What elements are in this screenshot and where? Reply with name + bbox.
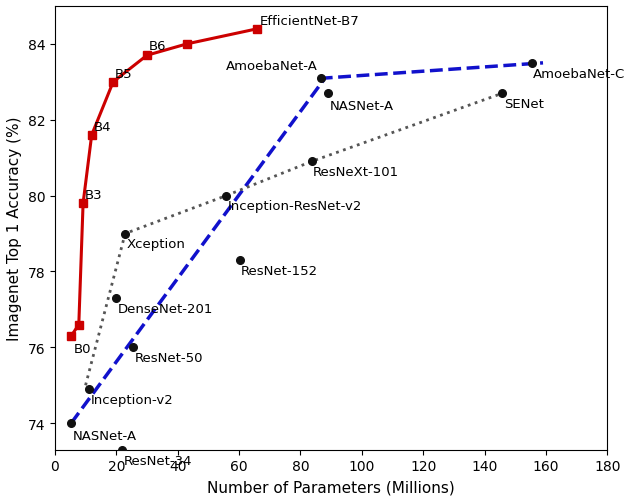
Text: ResNeXt-101: ResNeXt-101 — [313, 166, 399, 179]
Text: NASNet-A: NASNet-A — [330, 100, 394, 113]
Text: AmoebaNet-C: AmoebaNet-C — [533, 68, 625, 81]
Text: B0: B0 — [74, 342, 91, 355]
Text: SENet: SENet — [504, 98, 544, 111]
Text: ResNet-34: ResNet-34 — [124, 454, 192, 466]
Y-axis label: Imagenet Top 1 Accuracy (%): Imagenet Top 1 Accuracy (%) — [7, 116, 22, 341]
Text: Xception: Xception — [127, 238, 186, 251]
Text: NASNet-A: NASNet-A — [73, 429, 137, 442]
Text: B4: B4 — [93, 121, 111, 134]
Text: Inception-v2: Inception-v2 — [91, 393, 173, 406]
Text: B5: B5 — [115, 68, 132, 81]
Text: EfficientNet-B7: EfficientNet-B7 — [260, 15, 360, 28]
X-axis label: Number of Parameters (Millions): Number of Parameters (Millions) — [207, 479, 455, 494]
Text: B6: B6 — [148, 40, 166, 53]
Text: ResNet-50: ResNet-50 — [135, 351, 204, 364]
Text: DenseNet-201: DenseNet-201 — [118, 302, 213, 315]
Text: ResNet-152: ResNet-152 — [241, 265, 318, 278]
Text: B3: B3 — [85, 189, 102, 202]
Text: Inception-ResNet-v2: Inception-ResNet-v2 — [228, 200, 362, 213]
Text: AmoebaNet-A: AmoebaNet-A — [226, 60, 318, 73]
